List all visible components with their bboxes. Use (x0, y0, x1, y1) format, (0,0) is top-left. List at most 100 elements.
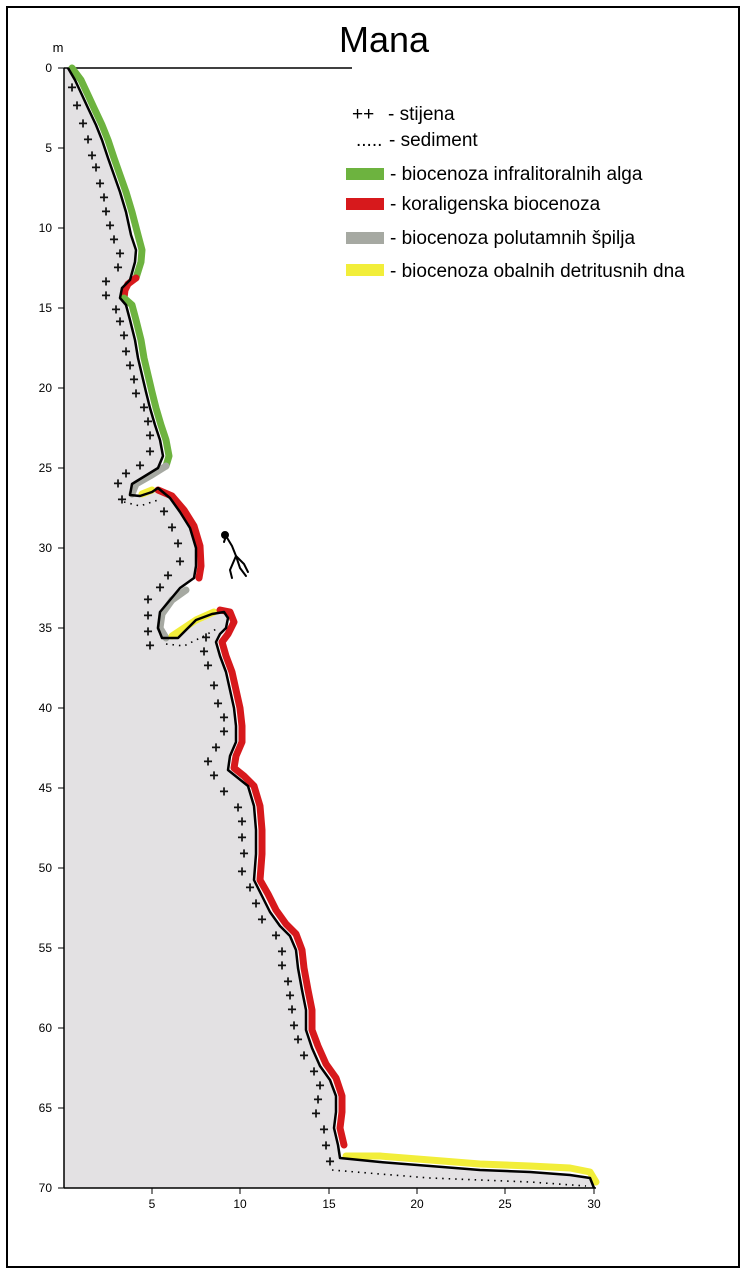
y-tick-label: 5 (45, 141, 52, 155)
rock-plus-marker: + (257, 910, 266, 928)
y-tick-label: 15 (39, 301, 53, 315)
rock-plus-marker: + (101, 272, 110, 290)
coralligenous-band (154, 486, 205, 582)
rock-plus-marker: + (101, 286, 110, 304)
rock-plus-marker: + (91, 158, 100, 176)
rock-plus-marker: + (125, 356, 134, 374)
rock-plus-marker: + (277, 956, 286, 974)
diagram-title: Mana (339, 19, 430, 60)
rock-plus-marker: + (287, 1000, 296, 1018)
legend-swatch-detritic (346, 264, 384, 276)
y-tick-label: 70 (39, 1181, 53, 1195)
legend-rock-symbol: ++ (352, 104, 374, 125)
rock-plus-marker: + (313, 1090, 322, 1108)
rock-plus-marker: + (237, 812, 246, 830)
rock-plus-marker: + (167, 518, 176, 536)
legend: ++ - stijena ..... - sediment - biocenoz… (346, 104, 685, 282)
rock-plus-marker: + (237, 862, 246, 880)
y-tick-label: 65 (39, 1101, 53, 1115)
rock-plus-marker: + (251, 894, 260, 912)
rock-plus-marker: + (113, 258, 122, 276)
rock-plus-marker: + (67, 78, 76, 96)
coastal-detritic-band (342, 1152, 600, 1186)
rock-plus-marker: + (143, 412, 152, 430)
y-axis-unit: m (53, 40, 64, 55)
rock-plus-marker: + (121, 464, 130, 482)
rock-plus-marker: + (175, 552, 184, 570)
rock-plus-marker: + (201, 628, 210, 646)
rock-plus-marker: + (99, 188, 108, 206)
y-tick-label: 55 (39, 941, 53, 955)
rock-plus-marker: + (209, 676, 218, 694)
rock-plus-marker: + (299, 1046, 308, 1064)
rock-plus-marker: + (321, 1136, 330, 1154)
rock-plus-marker: + (199, 642, 208, 660)
rock-plus-marker: + (113, 474, 122, 492)
y-tick-label: 0 (45, 61, 52, 75)
semi-dark-caves-band (128, 462, 170, 498)
rock-plus-marker: + (209, 766, 218, 784)
y-tick-label: 35 (39, 621, 53, 635)
rock-area (64, 68, 594, 1188)
rock-plus-marker: + (87, 146, 96, 164)
rock-plus-marker: + (121, 342, 130, 360)
rock-plus-marker: + (78, 114, 87, 132)
rock-plus-marker: + (155, 578, 164, 596)
rock-plus-marker: + (117, 490, 126, 508)
rock-plus-marker: + (111, 300, 120, 318)
legend-swatch-coralligenous (346, 198, 384, 210)
y-ticks (58, 67, 64, 1189)
rock-plus-marker: + (143, 590, 152, 608)
coastal-detritic-band (138, 486, 156, 498)
x-tick-label: 10 (233, 1197, 247, 1211)
legend-label-algae: - biocenoza infralitoralnih alga (390, 164, 643, 185)
y-tick-label: 25 (39, 461, 53, 475)
rock-plus-marker: + (203, 656, 212, 674)
rock-plus-marker: + (293, 1030, 302, 1048)
rock-plus-marker: + (163, 566, 172, 584)
rock-plus-marker: + (213, 694, 222, 712)
legend-rock-label: - stijena (388, 104, 455, 125)
legend-label-detritic: - biocenoza obalnih detritusnih dna (390, 261, 685, 282)
rock-plus-marker: + (219, 708, 228, 726)
x-tick-label: 30 (587, 1197, 601, 1211)
rock-plus-marker: + (309, 1062, 318, 1080)
rock-plus-marker: + (145, 442, 154, 460)
rock-plus-marker: + (145, 636, 154, 654)
semi-dark-caves-band (156, 586, 190, 642)
rock-plus-marker: + (131, 384, 140, 402)
legend-label-caves: - biocenoza polutamnih špilja (390, 228, 635, 249)
legend-swatch-algae (346, 168, 384, 180)
y-tick-labels: 0 5 10 15 20 25 30 35 40 45 50 55 60 65 … (39, 61, 53, 1195)
legend-sediment-symbol: ..... (356, 130, 382, 151)
rock-plus-marker: + (239, 844, 248, 862)
algae-band (120, 294, 173, 470)
algae-band (68, 64, 146, 282)
sediment-dots (331, 1169, 587, 1187)
rock-plus-marker: + (72, 96, 81, 114)
rock-plus-marker: + (129, 370, 138, 388)
rock-plus-marker: + (219, 722, 228, 740)
rock-plus-marker: + (115, 312, 124, 330)
rock-plus-marker: + (119, 326, 128, 344)
rock-plus-marker: + (285, 986, 294, 1004)
rock-plus-marker: + (109, 230, 118, 248)
x-tick-label: 25 (498, 1197, 512, 1211)
rock-plus-marker: + (325, 1152, 334, 1170)
seabed-profile-line (66, 67, 596, 1189)
rock-plus-marker: + (233, 798, 242, 816)
rock-plus-marker: + (173, 534, 182, 552)
diver-icon (221, 531, 249, 579)
legend-swatch-caves (346, 232, 384, 244)
rock-plus-marker: + (203, 752, 212, 770)
coralligenous-band (120, 274, 140, 302)
x-tick-label: 15 (322, 1197, 336, 1211)
rock-plus-marker: + (283, 972, 292, 990)
rock-plus-marker: + (143, 606, 152, 624)
rock-plus-marker: + (245, 878, 254, 896)
y-tick-label: 20 (39, 381, 53, 395)
x-tick-label: 5 (149, 1197, 156, 1211)
x-tick-label: 20 (410, 1197, 424, 1211)
rock-plus-marker: + (145, 426, 154, 444)
